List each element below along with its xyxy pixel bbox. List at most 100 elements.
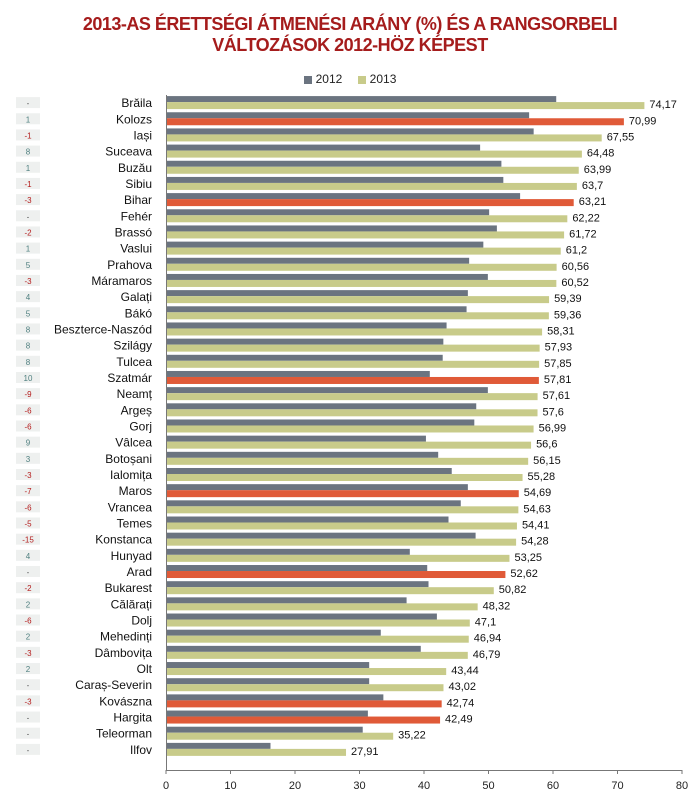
- rank-change-badge: [16, 97, 40, 109]
- bar-2013: [167, 619, 470, 627]
- bar-2013: [167, 134, 602, 142]
- rank-change-badge: [16, 566, 40, 578]
- rank-change-badge: [16, 404, 40, 416]
- category-label: Teleorman: [96, 727, 152, 741]
- rank-change-label: 2: [26, 633, 31, 642]
- bar-2013: [167, 506, 519, 514]
- category-label: Arad: [127, 565, 152, 579]
- rank-change-label: -3: [24, 471, 32, 480]
- value-label-2013: 57,6: [543, 406, 564, 418]
- value-label-2013: 74,17: [649, 99, 677, 111]
- value-label-2013: 59,39: [554, 293, 582, 305]
- legend-swatch-2012: [303, 75, 312, 84]
- category-label: Brassó: [115, 225, 153, 239]
- bar-2013: [167, 522, 517, 530]
- rank-change-badge: [16, 663, 40, 675]
- rank-change-label: -15: [22, 536, 34, 545]
- x-tick-label: 0: [163, 780, 169, 792]
- value-label-2013: 57,61: [543, 390, 571, 402]
- category-label: Botoșani: [105, 452, 152, 466]
- bar-2012: [167, 273, 488, 280]
- bar-2013: [167, 166, 579, 174]
- rank-change-badge: [16, 226, 40, 238]
- x-tick-label: 30: [353, 780, 365, 792]
- category-label: Gorj: [129, 419, 152, 433]
- category-label: Argeș: [121, 403, 152, 417]
- rank-change-badge: [16, 452, 40, 464]
- value-label-2013: 57,81: [544, 374, 572, 386]
- rank-change-label: -6: [24, 406, 32, 415]
- bar-2012: [167, 548, 410, 555]
- rank-change-label: -5: [24, 520, 32, 529]
- bar-2013: [167, 603, 478, 611]
- rank-change-badge: [16, 242, 40, 254]
- category-label: Tulcea: [116, 355, 152, 369]
- value-label-2013: 47,1: [475, 617, 496, 629]
- value-label-2013: 43,44: [451, 665, 479, 677]
- rank-change-label: -6: [24, 617, 32, 626]
- category-label: Sibiu: [125, 177, 152, 191]
- rank-change-badge: [16, 533, 40, 545]
- rank-change-badge: [16, 307, 40, 319]
- bar-2013: [167, 441, 532, 449]
- rank-change-label: -6: [24, 503, 32, 512]
- bar-2012: [167, 209, 490, 216]
- value-label-2013: 61,72: [569, 228, 597, 240]
- bar-2013: [167, 182, 577, 190]
- rank-change-label: -3: [24, 697, 32, 706]
- category-label: Bukarest: [105, 581, 153, 595]
- bar-2013: [167, 425, 534, 433]
- rank-change-label: 9: [26, 439, 31, 448]
- category-label: Galați: [121, 290, 152, 304]
- value-label-2013: 55,28: [528, 471, 556, 483]
- rank-change-badge: [16, 323, 40, 335]
- rank-change-badge: [16, 485, 40, 497]
- rank-change-label: 8: [26, 358, 31, 367]
- value-label-2013: 42,74: [447, 697, 475, 709]
- x-tick-label: 10: [224, 780, 236, 792]
- bar-2013: [167, 247, 561, 255]
- rank-change-badge: [16, 582, 40, 594]
- category-label: Vâlcea: [115, 436, 152, 450]
- rank-change-badge: [16, 630, 40, 642]
- value-label-2013: 56,15: [533, 455, 561, 467]
- rank-change-label: -3: [24, 649, 32, 658]
- value-label-2013: 64,48: [587, 148, 615, 160]
- bar-2012: [167, 451, 439, 458]
- rank-change-badge: [16, 646, 40, 658]
- bar-2012: [167, 645, 421, 652]
- rank-change-badge: [16, 711, 40, 723]
- value-label-2013: 57,93: [545, 342, 573, 354]
- value-label-2013: 42,49: [445, 714, 473, 726]
- rank-change-badge: [16, 339, 40, 351]
- x-tick-label: 70: [611, 780, 623, 792]
- category-label: Kovászna: [99, 694, 152, 708]
- bar-2013: [167, 651, 468, 659]
- rank-change-label: -: [27, 568, 30, 577]
- rank-change-badge: [16, 420, 40, 432]
- rank-change-label: 4: [26, 293, 31, 302]
- category-label: Maros: [119, 484, 152, 498]
- value-label-2013: 27,91: [351, 746, 379, 758]
- legend-label-2013: 2013: [369, 72, 397, 86]
- bar-2013: [167, 312, 549, 320]
- category-label: Kolozs: [116, 112, 152, 126]
- bar-2013: [167, 199, 574, 207]
- rank-change-badge: [16, 113, 40, 125]
- value-label-2013: 53,25: [514, 552, 542, 564]
- category-label: Olt: [137, 662, 153, 676]
- bar-2012: [167, 387, 488, 394]
- rank-change-label: -6: [24, 422, 32, 431]
- rank-change-label: -: [27, 99, 30, 108]
- rank-change-badge: [16, 743, 40, 755]
- chart-title-line-1: 2013-AS ÉRETTSÉGI ÁTMENÉSI ARÁNY (%) ÉS …: [82, 14, 618, 34]
- category-label: Hargita: [113, 711, 152, 725]
- value-label-2013: 61,2: [566, 245, 587, 257]
- value-label-2013: 63,7: [582, 180, 603, 192]
- value-label-2013: 63,21: [579, 196, 607, 208]
- rank-change-badge: [16, 614, 40, 626]
- x-tick-label: 20: [289, 780, 301, 792]
- rank-change-badge: [16, 436, 40, 448]
- rank-change-label: 1: [26, 164, 31, 173]
- category-label: Dolj: [131, 614, 152, 628]
